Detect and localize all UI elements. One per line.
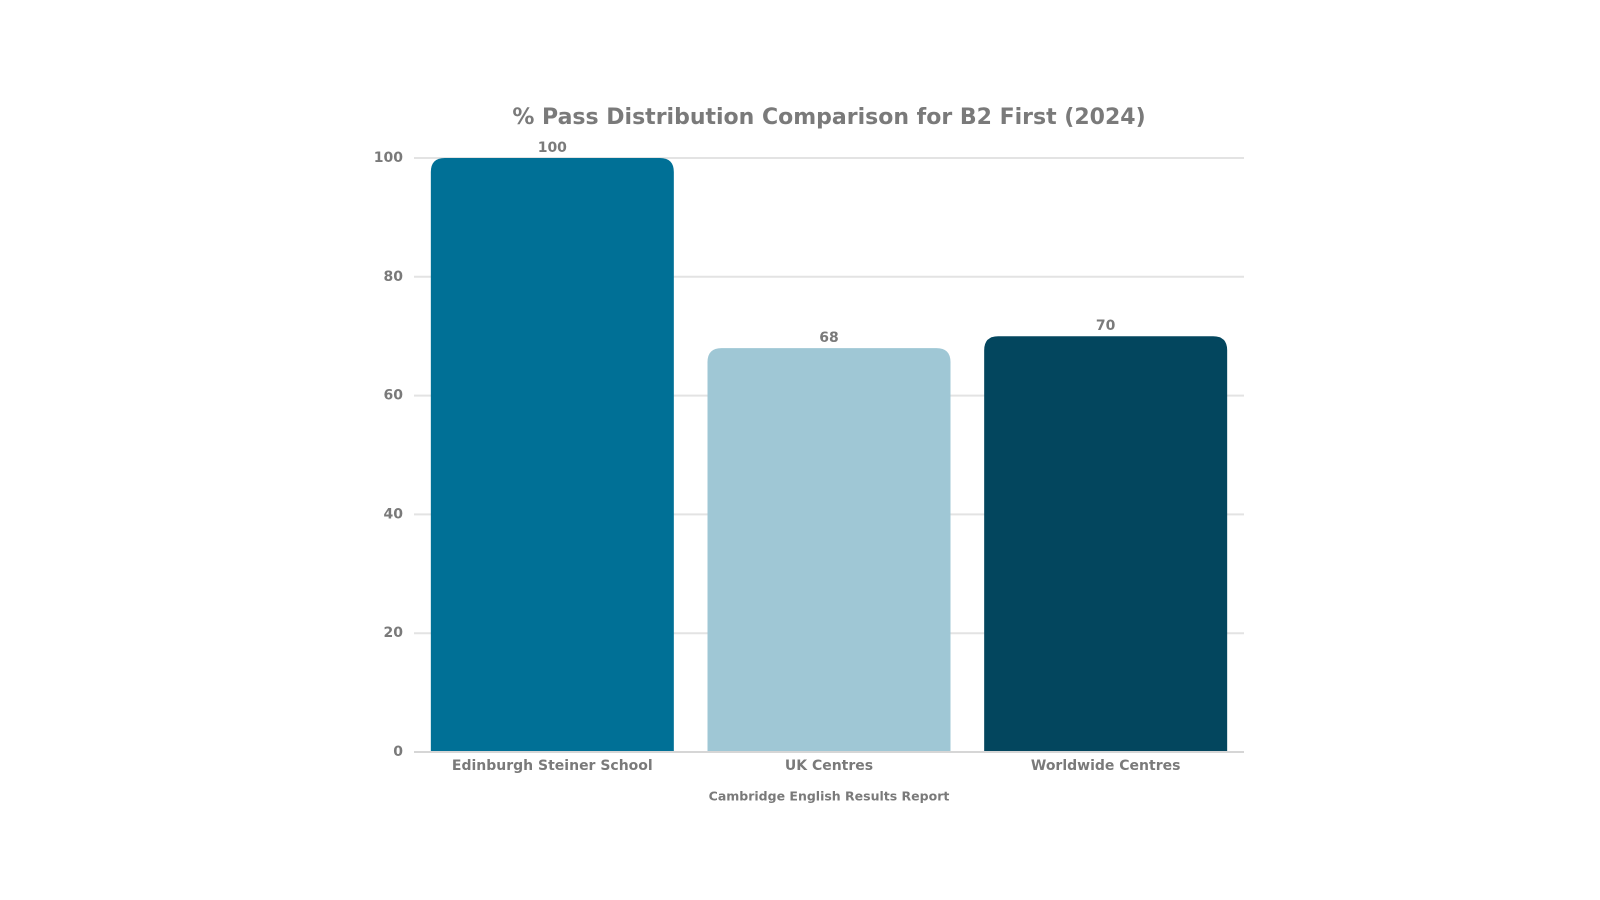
y-tick-label: 20 (384, 625, 404, 641)
bar (430, 158, 674, 752)
data-label: 68 (819, 330, 838, 346)
data-label: 100 (538, 140, 567, 156)
y-tick-label: 100 (374, 150, 403, 166)
x-tick-label: UK Centres (785, 758, 873, 774)
x-tick-label: Worldwide Centres (1031, 758, 1181, 774)
x-tick-label: Edinburgh Steiner School (452, 758, 653, 774)
y-tick-label: 40 (384, 506, 404, 522)
y-tick-label: 60 (384, 388, 404, 404)
y-tick-label: 80 (384, 269, 404, 285)
bar (984, 336, 1228, 752)
chart-title: % Pass Distribution Comparison for B2 Fi… (512, 105, 1145, 130)
bar (707, 348, 951, 752)
x-axis-label: Cambridge English Results Report (709, 789, 950, 804)
data-label: 70 (1096, 318, 1116, 334)
y-tick-label: 0 (393, 744, 403, 760)
